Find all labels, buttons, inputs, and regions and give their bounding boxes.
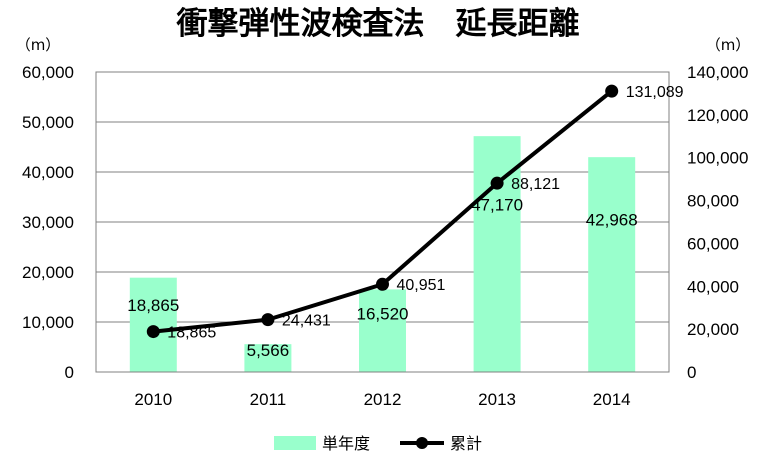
x-tick-label: 2012 [364, 390, 402, 409]
line-data-label: 18,865 [167, 325, 216, 342]
right-tick-label: 0 [687, 363, 696, 382]
legend-bar-label: 単年度 [322, 434, 370, 453]
gridlines [96, 121, 669, 323]
line-data-label: 131,089 [626, 84, 684, 101]
bar-series [129, 136, 636, 372]
right-tick-label: 60,000 [687, 234, 739, 253]
right-axis: 0 20,000 40,000 60,000 80,000 100,000 120,000 1… [687, 63, 748, 382]
left-axis-unit: （m） [16, 36, 61, 54]
left-tick-label: 60,000 [22, 63, 74, 82]
right-axis-unit: （m） [706, 36, 751, 54]
line-point [376, 277, 389, 291]
legend-bar-swatch [274, 436, 316, 450]
bar-data-labels: 18,865 5,566 16,520 47,170 42,968 [127, 196, 637, 361]
line-point [261, 313, 275, 327]
x-tick-label: 2011 [250, 390, 287, 409]
bar [359, 289, 406, 372]
x-tick-label: 2010 [134, 390, 172, 409]
line-point [146, 325, 160, 339]
left-tick-label: 0 [65, 363, 74, 382]
line-point [605, 84, 619, 98]
right-tick-label: 140,000 [687, 63, 748, 82]
right-tick-label: 20,000 [687, 320, 739, 339]
plot-area [95, 71, 670, 373]
chart-title: 衝撃弾性波検査法 延長距離 [176, 6, 580, 42]
line-data-label: 24,431 [282, 313, 331, 330]
legend: 単年度 累計 [274, 434, 482, 453]
left-tick-label: 20,000 [22, 263, 74, 282]
right-tick-label: 80,000 [687, 192, 739, 211]
x-axis: 2010 2011 2012 2013 2014 [134, 390, 630, 409]
bar [244, 344, 292, 372]
line-point [490, 176, 504, 190]
bar-data-label: 16,520 [357, 304, 409, 323]
left-tick-label: 10,000 [22, 313, 74, 332]
line-data-labels: 18,865 24,431 40,951 88,121 131,089 [167, 84, 683, 341]
left-axis: 0 10,000 20,000 30,000 40,000 50,000 60,000 [22, 63, 74, 382]
left-tick-label: 30,000 [22, 213, 74, 232]
line-data-label: 88,121 [511, 176, 560, 193]
bar-data-label: 18,865 [127, 296, 179, 315]
bar-data-label: 5,566 [247, 341, 290, 360]
line-data-label: 40,951 [397, 277, 446, 294]
bar-data-label: 42,968 [586, 210, 638, 229]
line-series [146, 84, 619, 339]
x-tick-label: 2013 [478, 390, 516, 409]
right-tick-label: 100,000 [687, 149, 748, 168]
legend-line-label: 累計 [450, 434, 482, 453]
right-tick-label: 120,000 [687, 106, 748, 125]
bar [588, 157, 636, 372]
left-tick-label: 50,000 [22, 113, 74, 132]
bar [129, 277, 177, 372]
left-tick-label: 40,000 [22, 163, 74, 182]
bar [473, 136, 521, 372]
right-tick-label: 40,000 [687, 277, 739, 296]
x-tick-label: 2014 [593, 390, 631, 409]
bar-data-label: 47,170 [471, 196, 523, 215]
legend-line-marker [416, 437, 428, 449]
